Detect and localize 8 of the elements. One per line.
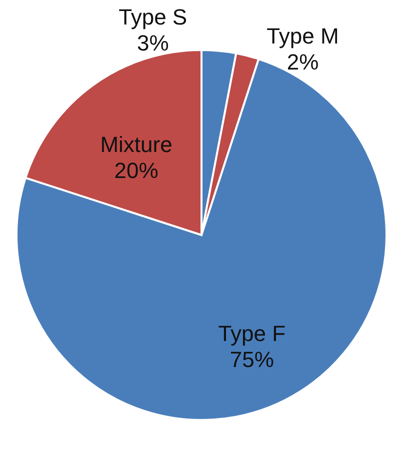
slice-label: Type S — [118, 4, 188, 30]
data-label: 3% — [136, 30, 169, 56]
slice-label: Type M — [266, 23, 339, 48]
data-label: 75% — [230, 346, 274, 372]
slice-label: Mixture — [100, 132, 172, 158]
data-label: 2% — [286, 49, 319, 74]
data-label: 20% — [114, 158, 158, 184]
slice-label: Type F — [218, 320, 286, 346]
